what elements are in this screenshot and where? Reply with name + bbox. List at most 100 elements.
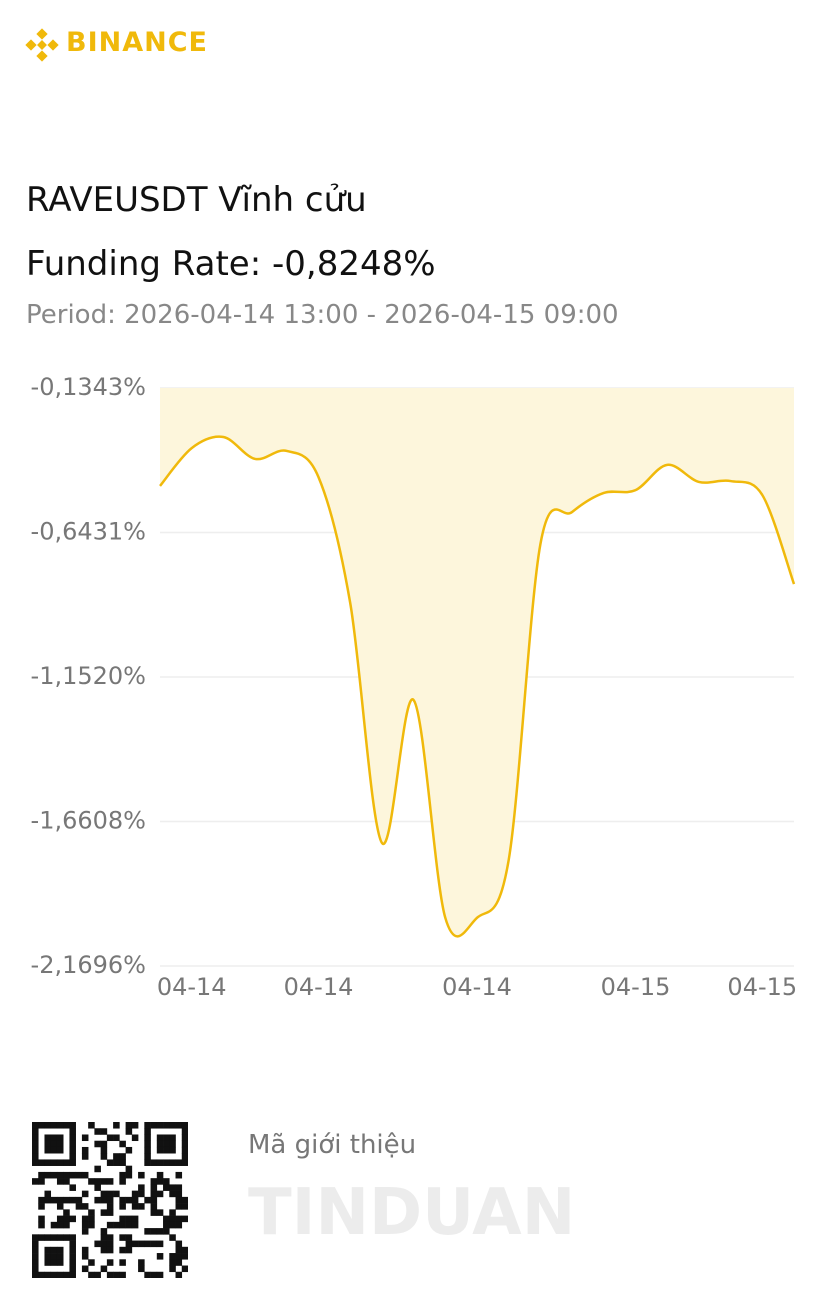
qr-module bbox=[32, 1240, 39, 1248]
qr-module bbox=[175, 1221, 183, 1229]
qr-module bbox=[113, 1153, 120, 1160]
qr-module bbox=[106, 1221, 114, 1229]
qr-module bbox=[44, 1134, 52, 1142]
qr-module bbox=[113, 1190, 120, 1198]
qr-module bbox=[125, 1171, 133, 1179]
qr-module bbox=[44, 1159, 52, 1166]
qr-module bbox=[69, 1271, 76, 1278]
qr-module bbox=[56, 1196, 64, 1204]
qr-module bbox=[56, 1178, 64, 1185]
qr-module bbox=[150, 1228, 158, 1235]
qr-module bbox=[169, 1159, 176, 1166]
qr-module bbox=[150, 1178, 158, 1185]
qr-module bbox=[38, 1178, 45, 1185]
qr-module bbox=[181, 1246, 188, 1254]
qr-module bbox=[144, 1159, 151, 1166]
qr-module bbox=[138, 1190, 145, 1198]
qr-module bbox=[131, 1122, 139, 1129]
qr-module bbox=[56, 1221, 64, 1229]
qr-module bbox=[119, 1153, 126, 1160]
qr-module bbox=[169, 1265, 176, 1273]
qr-module bbox=[131, 1203, 139, 1210]
qr-module bbox=[106, 1271, 114, 1278]
qr-module bbox=[169, 1215, 176, 1223]
qr-module bbox=[100, 1140, 108, 1148]
qr-module bbox=[63, 1221, 70, 1229]
qr-module bbox=[100, 1178, 108, 1185]
qr-module bbox=[38, 1203, 45, 1210]
qr-module bbox=[88, 1209, 95, 1216]
qr-module bbox=[81, 1215, 89, 1223]
qr-module bbox=[44, 1246, 52, 1254]
qr-module bbox=[50, 1271, 58, 1278]
qr-module bbox=[119, 1159, 126, 1166]
qr-module bbox=[150, 1159, 158, 1166]
qr-module bbox=[106, 1209, 114, 1216]
qr-module bbox=[169, 1146, 176, 1154]
qr-module bbox=[69, 1159, 76, 1166]
qr-module bbox=[181, 1253, 188, 1260]
qr-module bbox=[175, 1271, 183, 1278]
qr-module bbox=[156, 1146, 164, 1154]
x-tick-label: 04-15 bbox=[727, 973, 797, 1001]
qr-module bbox=[144, 1146, 151, 1154]
qr-module bbox=[119, 1259, 126, 1266]
qr-module bbox=[131, 1190, 139, 1198]
qr-module bbox=[150, 1240, 158, 1248]
qr-module bbox=[32, 1265, 39, 1273]
qr-module bbox=[38, 1234, 45, 1241]
qr-module bbox=[69, 1253, 76, 1260]
qr-module bbox=[150, 1122, 158, 1129]
qr-module bbox=[81, 1153, 89, 1160]
qr-module bbox=[138, 1203, 145, 1210]
qr-module bbox=[81, 1134, 89, 1142]
qr-module bbox=[106, 1234, 114, 1241]
x-tick-label: 04-15 bbox=[601, 973, 671, 1001]
qr-module bbox=[131, 1215, 139, 1223]
qr-module bbox=[175, 1190, 183, 1198]
qr-module bbox=[69, 1265, 76, 1273]
qr-module bbox=[125, 1122, 133, 1129]
qr-module bbox=[75, 1171, 83, 1179]
qr-module bbox=[106, 1196, 114, 1204]
qr-module bbox=[125, 1246, 133, 1254]
qr-module bbox=[32, 1134, 39, 1142]
qr-module bbox=[81, 1228, 89, 1235]
qr-module bbox=[44, 1171, 52, 1179]
qr-module bbox=[88, 1122, 95, 1129]
qr-module bbox=[163, 1146, 170, 1154]
qr-module bbox=[169, 1259, 176, 1266]
qr-module bbox=[125, 1146, 133, 1154]
qr-module bbox=[100, 1234, 108, 1241]
brand-logo bbox=[25, 28, 59, 62]
qr-module bbox=[81, 1221, 89, 1229]
qr-module bbox=[125, 1240, 133, 1248]
qr-module bbox=[144, 1228, 151, 1235]
qr-module bbox=[156, 1134, 164, 1142]
qr-code bbox=[32, 1122, 188, 1278]
qr-module bbox=[156, 1271, 164, 1278]
qr-module bbox=[81, 1246, 89, 1254]
qr-module bbox=[150, 1190, 158, 1198]
qr-module bbox=[56, 1134, 64, 1142]
qr-module bbox=[119, 1203, 126, 1210]
qr-module bbox=[69, 1128, 76, 1135]
qr-module bbox=[56, 1234, 64, 1241]
qr-module bbox=[94, 1184, 101, 1191]
referral-code: TINDUAN bbox=[248, 1176, 576, 1250]
qr-module bbox=[119, 1178, 126, 1185]
qr-module bbox=[131, 1240, 139, 1248]
qr-module bbox=[156, 1209, 164, 1216]
qr-module bbox=[94, 1165, 101, 1173]
qr-module bbox=[69, 1196, 76, 1204]
qr-module bbox=[175, 1196, 183, 1204]
qr-module bbox=[38, 1159, 45, 1166]
qr-module bbox=[144, 1153, 151, 1160]
qr-module bbox=[44, 1196, 52, 1204]
qr-module bbox=[113, 1159, 120, 1166]
qr-module bbox=[38, 1215, 45, 1223]
qr-module bbox=[50, 1159, 58, 1166]
qr-module bbox=[163, 1122, 170, 1129]
qr-module bbox=[163, 1228, 170, 1235]
